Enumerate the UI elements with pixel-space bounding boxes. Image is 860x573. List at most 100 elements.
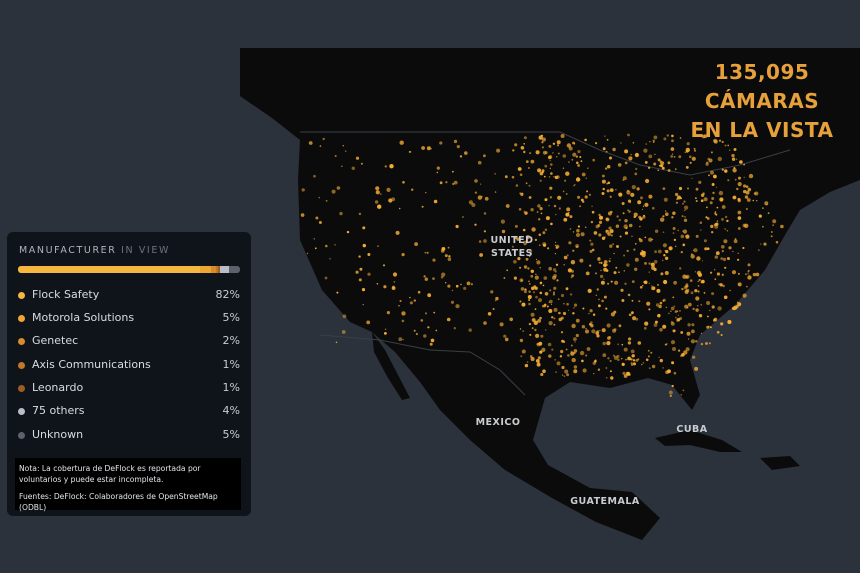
camera-dot [564, 369, 569, 374]
camera-dot [664, 256, 669, 260]
camera-dot [727, 144, 729, 147]
camera-dot [600, 261, 603, 264]
camera-dot [318, 196, 321, 199]
camera-dot [567, 354, 570, 357]
camera-dot [626, 249, 629, 253]
camera-dot [679, 310, 681, 312]
camera-dot [503, 334, 507, 338]
camera-dot [519, 278, 524, 283]
camera-dot [519, 338, 524, 343]
camera-dot [549, 160, 551, 162]
legend-item: Genetec 2% [18, 334, 240, 350]
camera-dot [547, 342, 552, 347]
camera-dot [571, 269, 574, 273]
camera-dot [430, 148, 432, 150]
camera-dot [599, 329, 601, 332]
camera-dot [723, 295, 728, 300]
camera-dot [391, 286, 396, 290]
camera-dot [659, 301, 663, 305]
camera-dot [492, 308, 495, 310]
camera-dot [737, 210, 742, 215]
country-label: MEXICO [476, 417, 521, 428]
camera-dot [580, 232, 585, 237]
camera-dot [609, 359, 612, 363]
camera-dot [721, 140, 724, 144]
camera-dot [429, 342, 433, 346]
camera-dot [608, 260, 611, 263]
camera-dot [710, 151, 713, 154]
camera-dot [648, 282, 650, 284]
camera-dot [670, 321, 674, 324]
camera-dot [747, 270, 750, 273]
camera-dot [745, 273, 747, 276]
camera-dot [566, 207, 571, 212]
camera-dot [423, 334, 427, 338]
camera-dot [598, 213, 601, 217]
camera-dot [562, 311, 567, 316]
camera-dot [613, 271, 617, 275]
camera-dot [743, 184, 747, 188]
camera-dot [547, 247, 550, 250]
camera-dot [548, 354, 552, 358]
camera-dot [685, 234, 690, 239]
camera-dot [561, 365, 565, 370]
camera-dot [535, 258, 538, 260]
camera-dot [500, 219, 505, 224]
camera-dot [541, 137, 547, 142]
camera-dot [718, 283, 720, 286]
camera-dot [402, 338, 404, 341]
camera-dot [552, 142, 556, 145]
camera-dot [383, 285, 387, 289]
camera-dot [645, 358, 649, 362]
camera-dot [684, 151, 687, 153]
camera-dot [742, 223, 747, 228]
camera-dot [701, 134, 706, 139]
camera-dot [575, 333, 579, 338]
camera-dot [673, 329, 676, 332]
camera-dot [598, 220, 603, 224]
camera-dot [663, 279, 668, 285]
camera-dot [514, 224, 518, 228]
camera-dot [612, 147, 616, 152]
camera-dot [631, 235, 633, 237]
camera-dot [542, 369, 546, 374]
camera-dot [747, 275, 752, 280]
legend-percent: 82% [215, 288, 240, 301]
camera-dot [555, 263, 559, 266]
note-text: Nota: La cobertura de DeFlock es reporta… [19, 464, 201, 484]
camera-dot [630, 192, 635, 197]
camera-dot [694, 149, 696, 152]
camera-dot [671, 216, 674, 219]
camera-dot [529, 249, 533, 253]
camera-dot [549, 196, 553, 199]
legend-swatch [18, 362, 25, 369]
camera-dot [441, 272, 446, 277]
camera-dot [341, 330, 346, 334]
camera-dot [433, 311, 436, 314]
camera-dot [644, 262, 647, 265]
camera-dot [577, 195, 581, 199]
camera-dot [620, 288, 624, 292]
camera-dot [436, 171, 439, 174]
camera-dot [585, 327, 587, 330]
camera-dot [643, 326, 647, 330]
camera-dot [664, 250, 666, 252]
camera-dot [700, 303, 703, 306]
camera-dot [621, 202, 625, 205]
camera-dot [720, 334, 723, 336]
camera-dot [707, 315, 709, 318]
camera-dot [526, 361, 529, 363]
camera-dot [574, 341, 576, 343]
camera-dot [737, 301, 739, 303]
country-label: STATES [491, 248, 533, 259]
camera-dot [339, 211, 343, 216]
camera-dot [528, 167, 530, 169]
camera-dot [610, 234, 613, 237]
camera-dot [553, 176, 555, 178]
camera-dot [721, 205, 726, 209]
camera-dot [695, 187, 699, 191]
camera-dot [452, 170, 454, 173]
sources-text: Fuentes: DeFlock: Colaboradores de OpenS… [19, 492, 218, 512]
camera-dot [621, 343, 624, 346]
camera-dot [555, 155, 558, 158]
